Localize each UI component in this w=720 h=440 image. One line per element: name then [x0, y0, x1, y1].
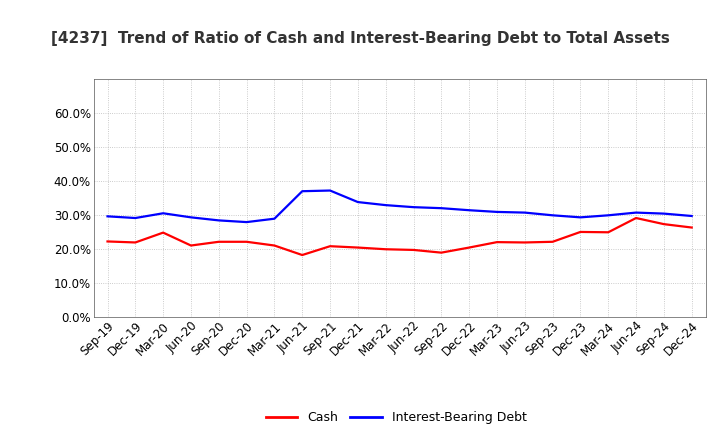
Text: [4237]  Trend of Ratio of Cash and Interest-Bearing Debt to Total Assets: [4237] Trend of Ratio of Cash and Intere… [50, 31, 670, 46]
Interest-Bearing Debt [576, 215, 585, 220]
Cash [465, 245, 474, 250]
Cash [159, 230, 168, 235]
Cash [215, 239, 223, 245]
Cash [437, 250, 446, 255]
Interest-Bearing Debt [215, 218, 223, 223]
Cash [382, 246, 390, 252]
Cash [549, 239, 557, 245]
Cash [604, 230, 613, 235]
Interest-Bearing Debt [604, 213, 613, 218]
Interest-Bearing Debt [354, 199, 362, 205]
Cash [354, 245, 362, 250]
Legend: Cash, Interest-Bearing Debt: Cash, Interest-Bearing Debt [261, 407, 531, 429]
Interest-Bearing Debt [103, 214, 112, 219]
Cash [576, 229, 585, 235]
Interest-Bearing Debt [298, 189, 307, 194]
Cash [521, 240, 529, 245]
Interest-Bearing Debt [660, 211, 668, 216]
Cash [242, 239, 251, 245]
Interest-Bearing Debt [465, 208, 474, 213]
Cash [298, 253, 307, 258]
Cash [325, 244, 334, 249]
Interest-Bearing Debt [159, 211, 168, 216]
Interest-Bearing Debt [631, 210, 640, 215]
Cash [103, 239, 112, 244]
Cash [688, 225, 696, 230]
Cash [186, 243, 195, 248]
Interest-Bearing Debt [131, 216, 140, 221]
Interest-Bearing Debt [409, 205, 418, 210]
Interest-Bearing Debt [242, 220, 251, 225]
Cash [409, 247, 418, 253]
Cash [660, 221, 668, 227]
Interest-Bearing Debt [521, 210, 529, 215]
Interest-Bearing Debt [492, 209, 501, 215]
Interest-Bearing Debt [186, 215, 195, 220]
Line: Cash: Cash [107, 218, 692, 255]
Interest-Bearing Debt [688, 213, 696, 219]
Line: Interest-Bearing Debt: Interest-Bearing Debt [107, 191, 692, 222]
Cash [492, 239, 501, 245]
Cash [270, 243, 279, 248]
Interest-Bearing Debt [437, 205, 446, 211]
Interest-Bearing Debt [325, 188, 334, 193]
Interest-Bearing Debt [549, 213, 557, 218]
Interest-Bearing Debt [382, 202, 390, 208]
Cash [131, 240, 140, 245]
Interest-Bearing Debt [270, 216, 279, 221]
Cash [631, 216, 640, 221]
